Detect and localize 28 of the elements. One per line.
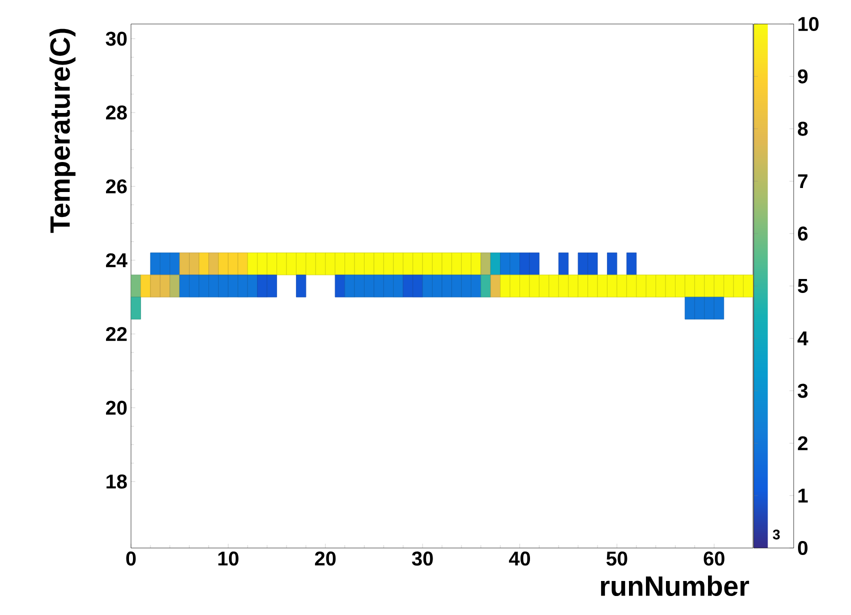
y-tick-label: 24 xyxy=(106,253,128,268)
color-bar-label: 0 xyxy=(798,540,808,556)
x-tick-label: 40 xyxy=(508,552,530,566)
color-bar-label: 6 xyxy=(798,226,808,241)
y-tick-label: 22 xyxy=(106,327,127,341)
color-bar-label: 10 xyxy=(798,16,819,32)
color-bar-label: 4 xyxy=(798,332,808,346)
y-tick-label: 20 xyxy=(106,400,127,415)
color-bar-label: 3 xyxy=(798,384,808,398)
text: 3 xyxy=(772,530,780,540)
y-tick-label: 28 xyxy=(106,106,127,120)
x-tick-label: 30 xyxy=(412,552,433,566)
x-axis-title: runNumber xyxy=(600,576,750,596)
color-bar-label: 9 xyxy=(798,69,808,84)
x-tick-label: 20 xyxy=(314,552,336,566)
y-tick-label: 30 xyxy=(106,32,127,46)
x-tick-label: 10 xyxy=(218,552,238,566)
color-bar-label: 1 xyxy=(798,488,808,502)
color-bar-label: 5 xyxy=(798,279,808,293)
x-tick-label: 50 xyxy=(606,552,628,566)
y-axis-title: Temperature(C) xyxy=(49,28,76,233)
color-bar-label: 2 xyxy=(798,436,808,450)
color-bar-label: 7 xyxy=(798,174,808,188)
color-bar-label: 8 xyxy=(798,122,808,136)
x-tick-label: 0 xyxy=(126,552,136,566)
x-tick-label: 60 xyxy=(704,552,724,566)
y-tick-label: 26 xyxy=(106,179,127,194)
y-tick-label: 18 xyxy=(106,474,127,489)
